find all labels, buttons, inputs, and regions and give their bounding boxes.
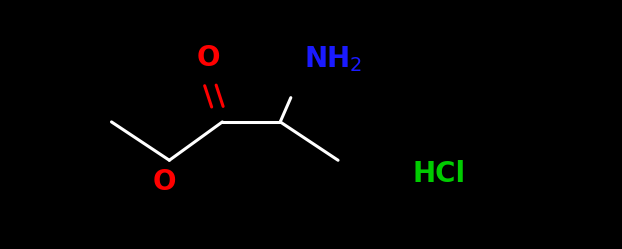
Text: HCl: HCl <box>413 160 466 188</box>
Text: O: O <box>196 44 220 72</box>
Text: O: O <box>153 168 176 196</box>
Text: NH$_2$: NH$_2$ <box>304 44 363 74</box>
